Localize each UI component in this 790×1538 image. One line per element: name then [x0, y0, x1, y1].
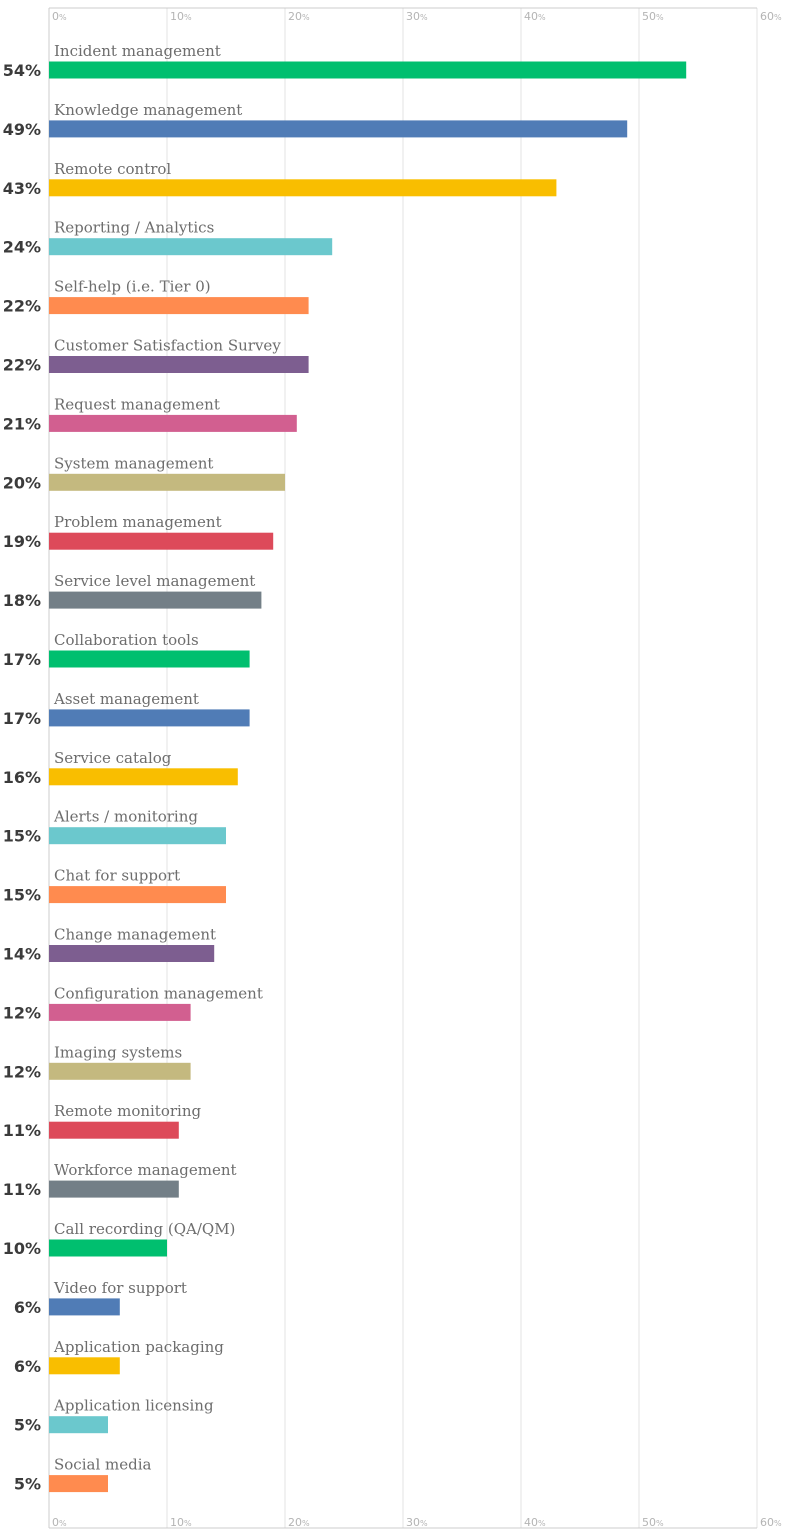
bar	[49, 1003, 191, 1021]
category-label: Request management	[54, 395, 220, 413]
category-label: Problem management	[54, 513, 222, 531]
bars	[49, 61, 687, 1493]
bar	[49, 709, 250, 727]
x-tick-label: 10%	[170, 10, 192, 23]
bar	[49, 179, 557, 197]
value-labels: 54% 49% 43% 24% 22% 22% 21% 20% 19% 18% 17% 17% 16% 1…	[3, 61, 41, 1494]
value-label: 11%	[3, 1180, 41, 1199]
value-label: 11%	[3, 1121, 41, 1140]
category-label: Customer Satisfaction Survey	[54, 337, 281, 355]
category-label: Alerts / monitoring	[53, 808, 198, 826]
category-label: Remote control	[54, 160, 171, 178]
grid-lines	[48, 7, 758, 1529]
category-label: System management	[54, 454, 213, 472]
bar	[49, 1239, 167, 1257]
value-label: 19%	[3, 532, 41, 551]
value-label: 6%	[14, 1357, 41, 1376]
category-label: Call recording (QA/QM)	[54, 1220, 235, 1238]
bar	[49, 768, 238, 786]
value-label: 24%	[3, 238, 41, 257]
x-tick-label: 10%	[170, 1516, 192, 1529]
category-label: Reporting / Analytics	[54, 219, 214, 237]
bar	[49, 591, 262, 609]
value-label: 18%	[3, 591, 41, 610]
x-tick-label: 30%	[406, 10, 428, 23]
x-tick-label: 0%	[52, 1516, 67, 1529]
category-label: Collaboration tools	[54, 631, 199, 649]
bar	[49, 414, 297, 432]
bar	[49, 238, 333, 256]
category-label: Workforce management	[54, 1161, 237, 1179]
value-label: 22%	[3, 356, 41, 375]
bar	[49, 297, 309, 315]
category-label: Self-help (i.e. Tier 0)	[54, 278, 211, 296]
x-tick-label: 60%	[760, 1516, 782, 1529]
value-label: 16%	[3, 768, 41, 787]
value-label: 14%	[3, 945, 41, 964]
value-label: 49%	[3, 120, 41, 139]
bar	[49, 473, 285, 491]
bar	[49, 1357, 120, 1375]
value-label: 54%	[3, 61, 41, 80]
category-label: Social media	[54, 1456, 152, 1474]
category-label: Remote monitoring	[54, 1102, 201, 1120]
x-tick-label: 60%	[760, 10, 782, 23]
x-tick-label: 20%	[288, 1516, 310, 1529]
category-label: Application packaging	[53, 1338, 224, 1356]
value-label: 15%	[3, 886, 41, 905]
x-tick-label: 30%	[406, 1516, 428, 1529]
value-label: 17%	[3, 650, 41, 669]
category-label: Knowledge management	[54, 101, 242, 119]
category-labels: Incident management Knowledge management R…	[53, 42, 281, 1474]
bar	[49, 61, 687, 79]
bar	[49, 827, 226, 845]
value-label: 22%	[3, 297, 41, 316]
bar	[49, 1062, 191, 1080]
category-label: Service catalog	[54, 749, 172, 767]
x-tick-label: 0%	[52, 10, 67, 23]
x-tick-label: 40%	[524, 10, 546, 23]
x-axis-ticks-top: 0% 10% 20% 30% 40% 50% 60%	[52, 10, 782, 23]
x-tick-label: 50%	[642, 10, 664, 23]
value-label: 12%	[3, 1062, 41, 1081]
category-label: Service level management	[54, 572, 255, 590]
bar	[49, 1475, 108, 1493]
value-label: 17%	[3, 709, 41, 728]
x-tick-label: 50%	[642, 1516, 664, 1529]
bar	[49, 356, 309, 373]
value-label: 12%	[3, 1003, 41, 1022]
bar	[49, 1298, 120, 1316]
bar	[49, 120, 628, 138]
value-label: 5%	[14, 1416, 41, 1435]
value-label: 43%	[3, 179, 41, 198]
bar	[49, 1121, 179, 1139]
x-axis-ticks-bottom: 0% 10% 20% 30% 40% 50% 60%	[52, 1516, 782, 1529]
value-label: 20%	[3, 473, 41, 492]
bar	[49, 532, 274, 550]
category-label: Chat for support	[54, 867, 180, 885]
value-label: 21%	[3, 414, 41, 433]
bar	[49, 1180, 179, 1198]
value-label: 10%	[3, 1239, 41, 1258]
bar	[49, 945, 215, 962]
bar	[49, 886, 226, 904]
bar	[49, 1416, 108, 1434]
category-label: Asset management	[53, 690, 199, 708]
category-label: Incident management	[54, 42, 221, 60]
value-label: 5%	[14, 1475, 41, 1494]
x-tick-label: 40%	[524, 1516, 546, 1529]
value-label: 6%	[14, 1298, 41, 1317]
x-tick-label: 20%	[288, 10, 310, 23]
value-label: 15%	[3, 827, 41, 846]
category-label: Imaging systems	[54, 1043, 182, 1061]
category-label: Change management	[54, 926, 216, 944]
category-label: Configuration management	[54, 984, 263, 1002]
category-label: Video for support	[53, 1279, 187, 1297]
category-label: Application licensing	[53, 1397, 214, 1415]
bar	[49, 650, 250, 668]
